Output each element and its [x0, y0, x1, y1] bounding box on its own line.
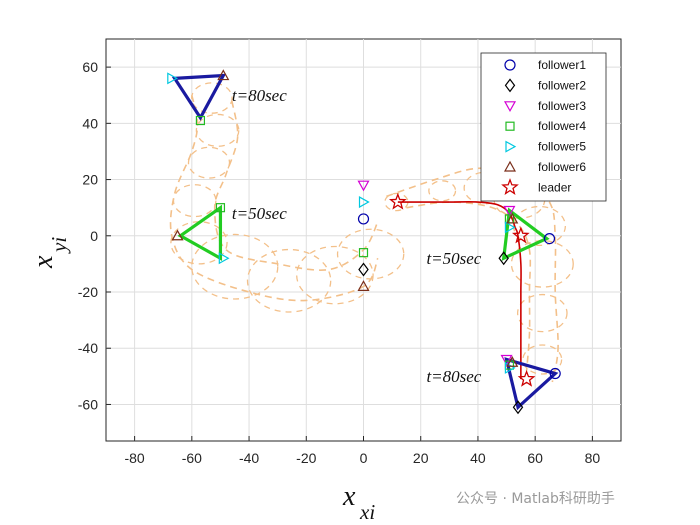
- legend-follower1-label: follower1: [538, 58, 586, 72]
- envelope-loop: [172, 184, 217, 218]
- follower6-formation-marker: [506, 212, 519, 224]
- x-axis-label-sub: xi: [359, 500, 375, 524]
- follower5-formation-marker: [218, 252, 230, 265]
- x-tick-label: 0: [360, 450, 368, 466]
- legend-follower3-marker: [503, 101, 517, 113]
- follower5-formation-marker: [504, 361, 516, 374]
- x-tick-label: -40: [239, 450, 259, 466]
- x-tick-label: -20: [296, 450, 316, 466]
- time-annotations: t=50sec t=80sec t=50sec t=80sec: [232, 86, 482, 386]
- time-annotation: t=80sec: [232, 86, 287, 105]
- x-tick-label: 40: [470, 450, 486, 466]
- follower2-initial-marker: [358, 262, 369, 277]
- legend: follower1 follower2 follower3 follower4 foll…: [480, 52, 607, 202]
- envelope-loop: [191, 233, 279, 300]
- follower3-formation-marker: [503, 205, 516, 217]
- leader-marker: [517, 369, 536, 387]
- formation-triangle: [171, 73, 227, 121]
- legend-follower2-label: follower2: [538, 78, 586, 92]
- y-tick-label: 40: [82, 115, 98, 131]
- x-axis-label: x xi: [342, 481, 375, 524]
- follower5-formation-marker: [504, 221, 516, 234]
- legend-follower5-marker: [505, 140, 517, 153]
- time-annotation: t=80sec: [426, 367, 481, 386]
- y-axis-label: x yi: [28, 237, 71, 269]
- legend-leader-label: leader: [538, 180, 571, 194]
- envelope-loop: [336, 228, 405, 280]
- envelope-loop: [190, 82, 233, 114]
- grid: [106, 39, 621, 441]
- follower1-initial-marker: [357, 213, 370, 225]
- follower6-formation-marker: [171, 229, 184, 241]
- legend-follower6-marker: [503, 160, 517, 172]
- left-envelope-inner: [213, 100, 379, 271]
- follower2-formation-marker: [498, 251, 509, 266]
- envelope-loop: [512, 205, 567, 247]
- follower5-formation-marker: [167, 72, 179, 85]
- x-tick-label: 20: [413, 450, 429, 466]
- x-axis-label-base: x: [342, 481, 356, 512]
- envelope-loop: [187, 146, 231, 179]
- y-tick-label: -60: [78, 396, 98, 412]
- legend-box: [480, 52, 607, 202]
- follower4-initial-marker: [358, 248, 369, 258]
- tick-labels: -80 -60 -40 -20 0 20 40 60 80 -60 -40 -20 0 20 40 60: [78, 59, 601, 466]
- follower6-formation-marker: [506, 356, 519, 367]
- follower3-formation-marker: [500, 354, 513, 366]
- follower4-formation-marker: [195, 115, 206, 126]
- formation-triangle: [177, 204, 223, 262]
- y-tick-label: -20: [78, 284, 98, 300]
- envelope-loop: [516, 293, 568, 333]
- y-axis-label-sub: yi: [47, 237, 71, 254]
- follower1-formation-marker: [543, 232, 556, 245]
- legend-follower6-label: follower6: [538, 160, 586, 174]
- y-axis-label-base: x: [28, 255, 59, 269]
- follower5-initial-marker: [358, 196, 370, 209]
- x-tick-label: 60: [527, 450, 543, 466]
- legend-follower3-label: follower3: [538, 99, 586, 113]
- leader-marker: [512, 226, 530, 244]
- follower6-formation-marker: [217, 69, 230, 81]
- x-tick-label: -60: [182, 450, 202, 466]
- x-tick-label: -80: [124, 450, 144, 466]
- legend-follower4-marker: [505, 121, 515, 131]
- legend-leader-marker: [501, 178, 519, 195]
- follower1-formation-marker: [549, 367, 561, 380]
- envelope-loop: [428, 180, 457, 202]
- y-tick-label: 0: [90, 228, 98, 244]
- formations: [171, 73, 559, 411]
- formation-triangle: [504, 357, 559, 411]
- time-annotation: t=50sec: [232, 204, 287, 223]
- formation-triangle: [501, 207, 550, 261]
- watermark-text: 公众号 · Matlab科研助手: [456, 491, 615, 507]
- y-tick-label: 20: [82, 172, 98, 188]
- y-tick-label: 60: [82, 59, 98, 75]
- envelope-loop: [522, 344, 563, 375]
- time-annotation: t=50sec: [426, 249, 481, 268]
- y-tick-label: -40: [78, 340, 98, 356]
- left-envelope-outer: [169, 95, 379, 302]
- envelope-loop: [510, 240, 574, 288]
- legend-follower1-marker: [504, 59, 516, 71]
- legend-follower2-marker: [504, 78, 516, 93]
- envelope-loop: [246, 248, 332, 313]
- follower2-formation-marker: [512, 400, 524, 415]
- legend-follower4-label: follower4: [538, 119, 586, 133]
- x-tick-label: 80: [585, 450, 601, 466]
- agent-markers: [167, 69, 561, 415]
- envelope-loop: [296, 245, 374, 305]
- legend-follower5-label: follower5: [538, 140, 586, 154]
- follower4-formation-marker: [215, 203, 226, 213]
- right-envelope-outer: [386, 167, 559, 383]
- follower6-initial-marker: [357, 280, 370, 291]
- follower3-initial-marker: [357, 180, 370, 192]
- envelope-loop: [195, 113, 240, 147]
- leader-marker: [388, 192, 407, 210]
